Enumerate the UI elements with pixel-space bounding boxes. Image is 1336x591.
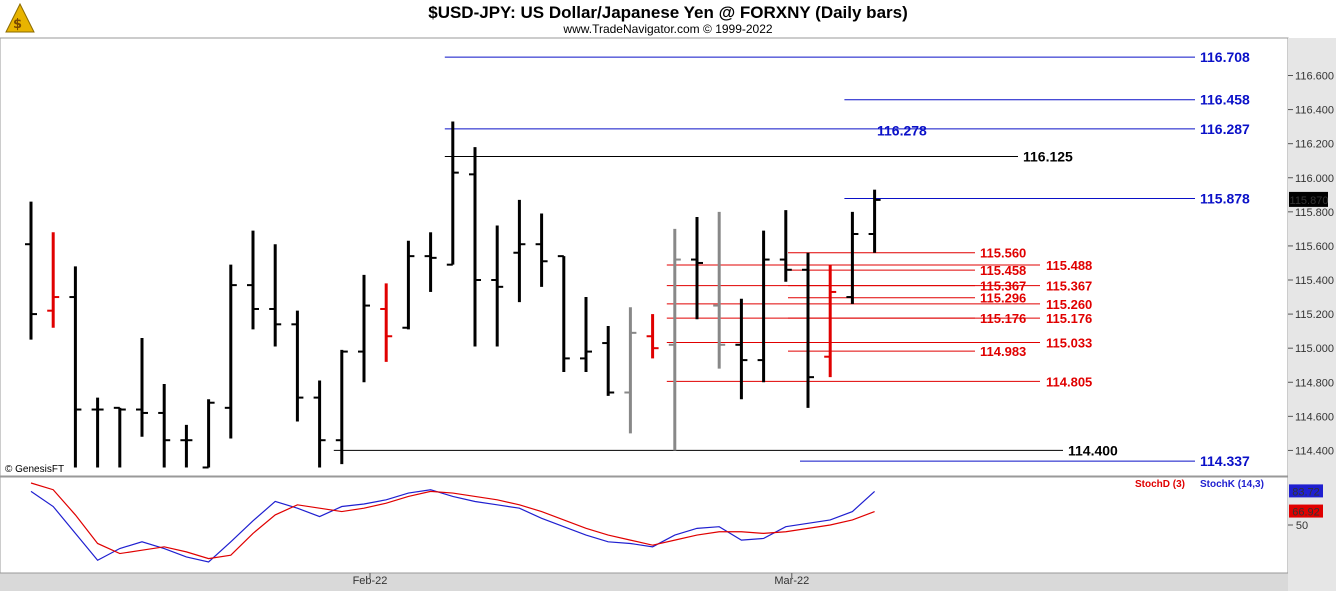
level-label: 115.176 — [1046, 311, 1092, 326]
legend-stoch-k: StochK (14,3) — [1200, 479, 1264, 490]
last-price-box — [1289, 191, 1328, 207]
level-label: 115.260 — [1046, 297, 1092, 312]
chart-subtitle: www.TradeNavigator.com © 1999-2022 — [562, 22, 772, 36]
y-tick-label: 116.600 — [1295, 70, 1334, 82]
svg-text:$: $ — [13, 17, 22, 32]
level-label: 115.878 — [1200, 191, 1250, 207]
stoch-series-line — [30, 489, 876, 563]
last-price-label: 115.870 — [1290, 195, 1329, 207]
copyright-label: © GenesisFT — [5, 464, 64, 475]
y-tick-label: 116.000 — [1295, 173, 1334, 185]
y-tick-label: 115.000 — [1295, 343, 1334, 355]
level-label: 116.125 — [1023, 148, 1073, 164]
stoch-last-box — [1289, 504, 1323, 518]
y-tick-label: 115.200 — [1295, 309, 1334, 321]
y-tick-label: 115.800 — [1295, 207, 1334, 219]
legend-stoch-d: StochD (3) — [1135, 479, 1185, 490]
stoch-last-label: 66.92 — [1292, 507, 1320, 519]
price-pane — [0, 37, 1289, 477]
level-label: 115.560 — [980, 246, 1026, 261]
chart-title: $USD-JPY: US Dollar/Japanese Yen @ FORXN… — [428, 3, 908, 22]
level-label: 115.296 — [980, 291, 1026, 306]
level-label: 114.337 — [1200, 453, 1250, 469]
price-axis — [1288, 38, 1336, 591]
level-label: 115.367 — [1046, 279, 1092, 294]
level-label: 115.488 — [1046, 258, 1092, 273]
x-tick-label: Feb-22 — [353, 575, 388, 587]
level-label: 114.400 — [1068, 442, 1118, 458]
stoch-last-box — [1289, 484, 1323, 498]
level-label: 116.458 — [1200, 92, 1250, 108]
level-label: 114.983 — [980, 344, 1026, 359]
level-label: 114.805 — [1046, 374, 1092, 389]
stoch-tick-label: 50 — [1296, 520, 1308, 532]
y-tick-label: 115.600 — [1295, 241, 1334, 253]
y-tick-label: 114.600 — [1295, 411, 1334, 423]
stoch-last-label: 83.72 — [1292, 486, 1320, 498]
y-tick-label: 115.400 — [1295, 275, 1334, 287]
y-tick-label: 116.200 — [1295, 139, 1334, 151]
level-label: 116.287 — [1200, 121, 1250, 137]
level-label: 115.458 — [980, 263, 1026, 278]
stoch-series-line — [30, 482, 875, 560]
y-tick-label: 116.400 — [1295, 105, 1334, 117]
y-tick-label: 114.800 — [1295, 377, 1334, 389]
x-tick-label: Mar-22 — [774, 575, 809, 587]
logo-icon: $ — [5, 2, 35, 33]
level-label: 115.033 — [1046, 336, 1092, 351]
level-label: 116.708 — [1200, 49, 1250, 65]
level-label: 116.278 — [877, 122, 927, 138]
y-tick-label: 114.400 — [1295, 445, 1334, 457]
